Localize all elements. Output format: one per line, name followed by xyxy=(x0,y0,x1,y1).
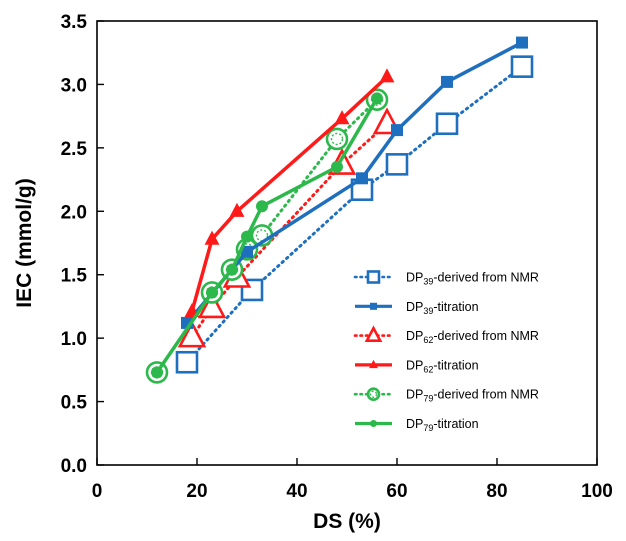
axes: 0.0 0.5 1.0 1.5 2.0 2.5 3.0 3.5 0 20 40 60 80 100 xyxy=(61,12,613,502)
legend-label: DP79-derived from NMR xyxy=(406,388,539,404)
legend-label-rest: -derived from NMR xyxy=(433,329,539,343)
y-axis-title: IEC (mmol/g) xyxy=(13,178,36,308)
marker-ring xyxy=(366,387,381,402)
x-tick-label: 20 xyxy=(186,481,207,502)
data-point xyxy=(229,202,245,217)
legend-entry: DP79-derived from NMR xyxy=(353,387,539,404)
legend-label-rest: -titration xyxy=(433,358,478,372)
x-tick-label: 60 xyxy=(386,481,407,502)
data-point xyxy=(256,200,268,213)
legend-label-subscript: 39 xyxy=(423,306,433,316)
series-line xyxy=(185,41,523,325)
legend-label-subscript: 79 xyxy=(423,394,433,404)
y-tick-label: 0.5 xyxy=(61,393,88,414)
series-dp39-titration xyxy=(181,36,528,329)
legend-entry: DP62-derived from NMR xyxy=(353,325,539,345)
y-tick-label: 1.5 xyxy=(61,266,88,287)
legend-label-main: DP xyxy=(406,358,423,372)
legend-label-main: DP xyxy=(406,300,423,314)
legend-label-rest: -derived from NMR xyxy=(433,388,539,402)
data-point xyxy=(177,320,207,348)
marker-inner-ring xyxy=(369,390,378,398)
legend-label: DP79-titration xyxy=(406,417,479,433)
legend-entry: DP62-titration xyxy=(355,358,479,374)
legend-marker xyxy=(369,302,378,310)
legend-marker xyxy=(366,270,381,284)
x-tick-label: 0 xyxy=(92,481,103,502)
legend-label-main: DP xyxy=(406,417,423,431)
legend-label-subscript: 62 xyxy=(423,335,433,345)
y-tick-label: 3.0 xyxy=(61,75,87,96)
y-tick-label: 0.0 xyxy=(61,456,87,477)
data-point xyxy=(371,92,383,105)
data-point xyxy=(241,230,253,243)
data-point xyxy=(510,55,534,78)
data-point xyxy=(356,172,368,185)
legend: DP39-derived from NMRDP39-titrationDP62-… xyxy=(353,270,539,433)
legend-label-rest: -titration xyxy=(433,417,478,431)
marker-ring xyxy=(325,127,349,151)
data-point xyxy=(175,350,199,374)
legend-marker xyxy=(369,419,378,428)
legend-entry: DP39-titration xyxy=(355,300,479,316)
legend-label: DP62-derived from NMR xyxy=(406,329,539,345)
x-axis-title: DS (%) xyxy=(313,510,381,533)
y-tick-label: 1.0 xyxy=(61,329,87,350)
legend-entry: DP39-derived from NMR xyxy=(353,270,539,287)
data-point xyxy=(184,302,200,318)
legend-marker xyxy=(364,325,383,342)
data-point xyxy=(206,286,218,299)
x-tick-label: 80 xyxy=(486,481,507,502)
series-dp39-derived-from-nmr xyxy=(175,55,534,374)
marker-inner-ring xyxy=(330,132,344,146)
legend-label-rest: -titration xyxy=(433,300,478,314)
series-dp62-titration xyxy=(184,68,395,318)
data-point xyxy=(435,112,459,136)
legend-label-subscript: 39 xyxy=(423,277,433,287)
x-tick-label: 40 xyxy=(286,481,307,502)
data-point xyxy=(325,127,349,151)
legend-marker xyxy=(366,387,381,402)
data-point xyxy=(441,75,453,88)
legend-label: DP39-derived from NMR xyxy=(406,271,539,287)
legend-label: DP39-titration xyxy=(406,300,479,316)
data-point xyxy=(391,124,403,137)
y-tick-label: 2.0 xyxy=(61,202,87,223)
legend-label-main: DP xyxy=(406,388,423,402)
data-point xyxy=(379,68,395,83)
data-point xyxy=(516,36,528,49)
y-tick-label: 3.5 xyxy=(61,12,88,33)
data-point xyxy=(151,366,163,379)
data-point xyxy=(204,230,220,245)
legend-label-subscript: 62 xyxy=(423,364,433,374)
data-point xyxy=(226,263,238,276)
legend-marker xyxy=(369,359,378,369)
legend-label-main: DP xyxy=(406,329,423,343)
legend-label-subscript: 79 xyxy=(423,423,433,433)
legend-entry: DP79-titration xyxy=(355,417,479,433)
data-point xyxy=(334,110,350,125)
data-point xyxy=(385,153,409,176)
data-point xyxy=(331,160,343,173)
x-tick-label: 100 xyxy=(581,481,613,502)
y-tick-label: 2.5 xyxy=(61,139,88,160)
series-dp79-titration xyxy=(151,92,383,379)
data-point xyxy=(197,291,227,319)
legend-label-main: DP xyxy=(406,271,423,285)
plot-frame xyxy=(96,20,598,466)
legend-label: DP62-titration xyxy=(406,358,479,374)
series-dp62-derived-from-nmr xyxy=(177,107,402,348)
legend-label-rest: -derived from NMR xyxy=(433,271,539,285)
series-layer xyxy=(145,36,534,384)
